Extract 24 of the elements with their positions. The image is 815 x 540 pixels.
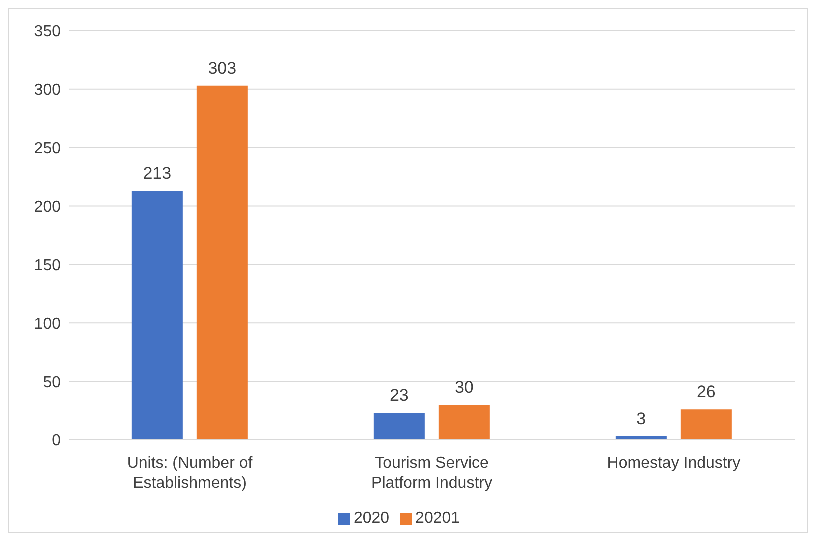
y-tick-label: 50	[43, 374, 62, 392]
y-tick-label: 200	[34, 198, 62, 216]
data-label: 30	[454, 378, 474, 397]
x-tick-label: Units: (Number of Establishments)	[127, 455, 254, 492]
data-label: 303	[208, 58, 237, 78]
bar	[374, 413, 425, 440]
y-tick-label: 250	[34, 140, 62, 158]
y-tick-label: 150	[34, 257, 62, 274]
bar	[438, 404, 490, 440]
x-tick-label: Homestay Industry	[607, 455, 741, 472]
data-label: 213	[143, 164, 172, 184]
y-tick-label: 0	[52, 432, 62, 450]
y-tick-label: 300	[34, 82, 62, 100]
data-label: 23	[390, 386, 409, 406]
bar	[132, 191, 183, 440]
data-label: 3	[636, 409, 646, 428]
legend-label: 2020	[354, 510, 390, 527]
x-tick-label: Tourism Service Platform Industry	[372, 455, 492, 492]
y-tick-label: 350	[34, 24, 62, 41]
data-label: 26	[696, 382, 716, 402]
legend-label: 20201	[416, 510, 460, 527]
y-tick-label: 100	[34, 316, 62, 333]
bar	[680, 410, 732, 440]
bar	[196, 86, 248, 440]
